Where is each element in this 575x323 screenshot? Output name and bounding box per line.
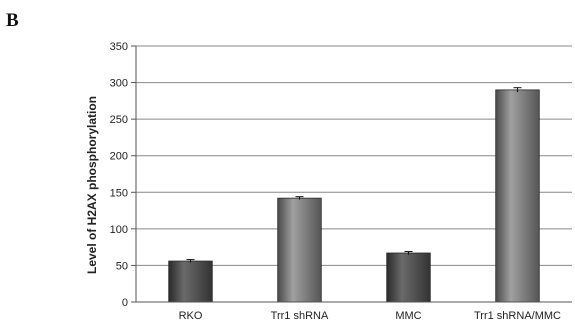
- y-axis-title: Level of H2AX phosphorylation: [85, 96, 99, 274]
- error-bars: [186, 87, 522, 263]
- y-tick-label: 350: [110, 41, 128, 53]
- gridlines: [136, 45, 572, 266]
- panel-label: B: [6, 10, 19, 31]
- x-category-labels: RKO Trr1 shRNA MMC Trr1 shRNA/MMC: [179, 310, 561, 322]
- axes: [135, 46, 572, 303]
- category-label: MMC: [395, 310, 421, 322]
- bar-rko: [168, 260, 213, 303]
- y-tick-label: 200: [110, 151, 128, 163]
- y-tick-label: 150: [110, 187, 128, 199]
- y-tick-label: 50: [116, 260, 128, 272]
- category-label: Trr1 shRNA/MMC: [474, 310, 561, 322]
- y-tick-label: 300: [110, 78, 128, 90]
- y-tick-labels: 0 50 100 150 200 250 300 350: [110, 41, 136, 309]
- bar-mmc: [386, 252, 431, 303]
- category-label: Trr1 shRNA: [271, 310, 329, 322]
- y-tick-label: 0: [122, 297, 128, 309]
- bar-trr1-shrna-mmc: [495, 89, 540, 303]
- bars: [168, 89, 540, 303]
- category-label: RKO: [179, 310, 203, 322]
- y-tick-label: 100: [110, 224, 128, 236]
- bar-trr1-shrna: [277, 197, 322, 303]
- y-tick-label: 250: [110, 114, 128, 126]
